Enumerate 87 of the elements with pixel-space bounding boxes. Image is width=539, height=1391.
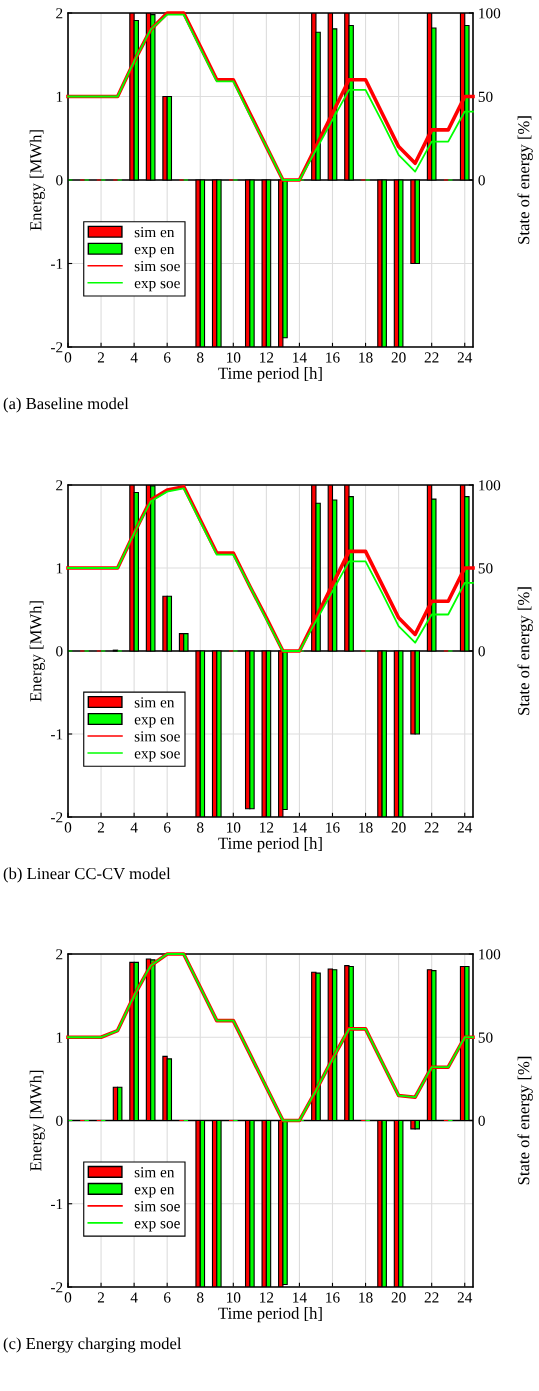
x-tick-label: 18	[359, 352, 373, 363]
y-tick-label: 2	[56, 8, 63, 19]
y2-axis-title: State of energy [%]	[517, 116, 533, 244]
x-tick-label: 2	[97, 1292, 105, 1303]
x-tick-label: 4	[130, 822, 138, 833]
y-tick-label: -2	[50, 1282, 63, 1293]
y2-tick-label: 0	[478, 646, 485, 657]
legend-label: exp soe	[134, 751, 180, 762]
x-axis-title: Time period [h]	[218, 367, 322, 383]
x-tick-label: 24	[457, 822, 473, 833]
y-tick-label: 1	[56, 563, 63, 574]
y2-tick-label: 100	[479, 8, 501, 19]
legend-label: sim soe	[134, 260, 180, 272]
x-tick-label: 22	[424, 822, 439, 833]
y-tick-label: 1	[56, 91, 63, 102]
x-tick-label: 18	[359, 822, 373, 833]
x-tick-label: 8	[197, 1292, 204, 1303]
x-tick-label: 10	[227, 822, 241, 833]
y-tick-label: 2	[56, 949, 63, 960]
y2-tick-label: 0	[478, 1115, 485, 1126]
x-tick-label: 0	[64, 1292, 72, 1303]
y-tick-label: 0	[56, 1115, 63, 1126]
x-tick-label: 20	[391, 1292, 406, 1303]
legend-label: sim soe	[134, 731, 180, 742]
y2-tick-label: 50	[478, 563, 493, 574]
x-tick-label: 14	[293, 1292, 307, 1303]
x-tick-label: 10	[227, 1292, 241, 1303]
x-tick-label: 4	[130, 1292, 138, 1303]
x-tick-label: 4	[130, 352, 138, 363]
y2-tick-label: 100	[479, 949, 501, 960]
x-tick-label: 14	[293, 822, 307, 833]
x-tick-label: 8	[197, 822, 204, 833]
x-tick-label: 6	[164, 822, 171, 833]
y-tick-label: -1	[50, 258, 63, 269]
x-tick-label: 0	[64, 822, 72, 833]
text: (b) Linear CC-CV model	[3, 867, 171, 883]
y2-axis-title: State of energy [%]	[517, 1056, 533, 1185]
legend-label: exp en	[134, 717, 175, 728]
y2-tick-label: 0	[478, 175, 485, 186]
x-tick-label: 10	[227, 352, 241, 363]
x-axis-title: Time period [h]	[218, 1307, 322, 1323]
y-tick-label: -2	[50, 812, 63, 823]
legend-label: exp soe	[134, 280, 180, 292]
y-axis-title: Energy [MWh]	[29, 1070, 45, 1172]
legend-label: sim soe	[134, 1201, 180, 1212]
x-tick-label: 20	[391, 822, 406, 833]
y-axis-title: Energy [MWh]	[29, 601, 45, 702]
x-tick-label: 16	[326, 1292, 340, 1303]
x-tick-label: 24	[457, 352, 473, 363]
text: (a) Baseline model	[3, 397, 129, 413]
x-tick-label: 16	[326, 352, 340, 363]
y-tick-label: 0	[56, 646, 63, 657]
x-tick-label: 8	[197, 352, 204, 363]
x-tick-label: 2	[97, 352, 105, 363]
x-tick-label: 22	[424, 1292, 439, 1303]
legend-label: exp en	[134, 1187, 175, 1198]
x-tick-label: 18	[359, 1292, 373, 1303]
x-tick-label: 14	[293, 352, 307, 363]
x-tick-label: 16	[326, 822, 340, 833]
y2-tick-label: 100	[479, 480, 501, 491]
x-tick-label: 24	[457, 1292, 473, 1303]
y-tick-label: 0	[56, 175, 63, 186]
y2-tick-label: 50	[478, 91, 493, 102]
x-tick-label: 12	[260, 352, 274, 363]
legend-label: sim en	[134, 226, 175, 238]
x-axis-title: Time period [h]	[218, 837, 322, 853]
y-tick-label: 2	[56, 480, 63, 491]
x-tick-label: 6	[164, 1292, 171, 1303]
x-tick-label: 20	[391, 352, 406, 363]
y-tick-label: -2	[50, 342, 63, 353]
x-tick-label: 6	[164, 352, 171, 363]
legend-label: exp en	[134, 246, 175, 258]
x-tick-label: 0	[64, 352, 72, 363]
legend-label: sim en	[134, 697, 175, 708]
y2-axis-title: State of energy [%]	[517, 587, 533, 715]
y2-tick-label: 50	[478, 1032, 493, 1043]
y-tick-label: -1	[50, 729, 63, 740]
y-tick-label: 1	[56, 1032, 63, 1043]
x-tick-label: 12	[260, 1292, 274, 1303]
x-tick-label: 2	[97, 822, 105, 833]
legend-label: sim en	[134, 1167, 175, 1178]
y-axis-title: Energy [MWh]	[29, 130, 45, 231]
x-tick-label: 12	[260, 822, 274, 833]
y-tick-label: -1	[50, 1198, 63, 1210]
x-tick-label: 22	[424, 352, 439, 363]
text: (c) Energy charging model	[3, 1337, 182, 1353]
legend-label: exp soe	[134, 1221, 180, 1232]
